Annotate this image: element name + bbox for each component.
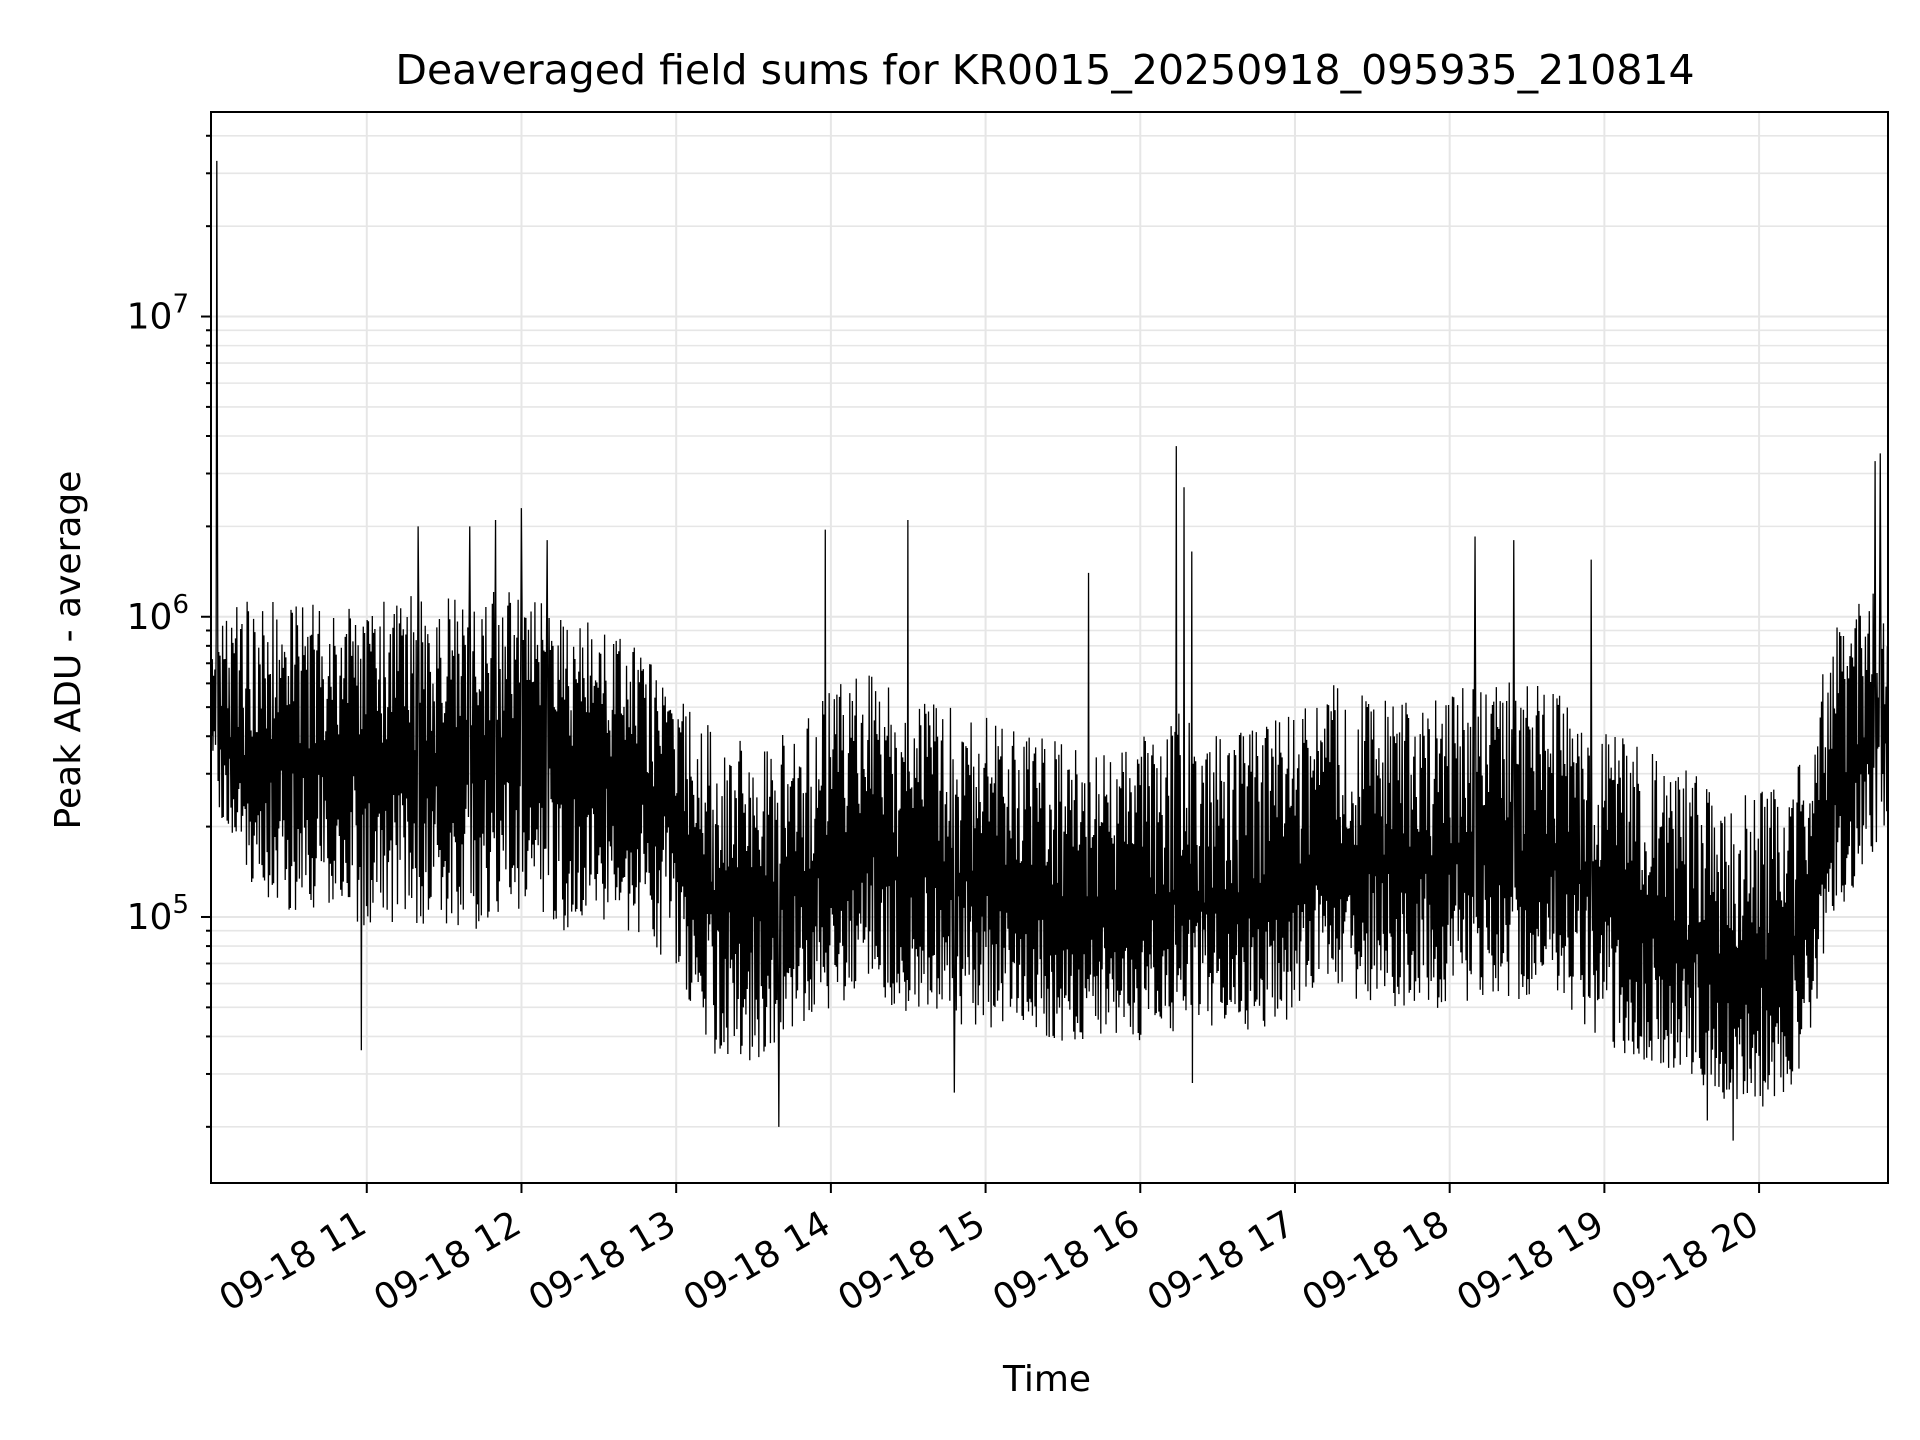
- x-tick-label: 09-18 20: [1605, 1203, 1766, 1319]
- y-axis-label: Peak ADU - average: [48, 471, 89, 830]
- x-tick-label: 09-18 19: [1450, 1203, 1611, 1319]
- y-tick-label: 107: [127, 290, 189, 338]
- y-tick-mantissa: 10: [127, 897, 173, 938]
- y-tick-exponent: 7: [172, 290, 189, 320]
- x-tick-label: 09-18 17: [1141, 1203, 1302, 1319]
- y-tick-mantissa: 10: [127, 297, 173, 338]
- chart-title: Deaveraged field sums for KR0015_2025091…: [395, 46, 1694, 94]
- x-tick-label: 09-18 12: [367, 1203, 528, 1319]
- y-tick-exponent: 5: [172, 890, 189, 920]
- x-tick-label: 09-18 15: [831, 1203, 992, 1319]
- y-tick-mantissa: 10: [127, 597, 173, 638]
- x-tick-label: 09-18 18: [1296, 1203, 1457, 1319]
- x-axis-label: Time: [1002, 1359, 1091, 1400]
- x-tick-label: 09-18 13: [522, 1203, 683, 1319]
- series-line: [210, 160, 1889, 1141]
- y-tick-label: 105: [127, 890, 189, 938]
- x-tick-label: 09-18 11: [213, 1203, 374, 1319]
- x-tick-label: 09-18 14: [677, 1203, 838, 1319]
- series-path: [210, 160, 1889, 1141]
- y-tick-label: 106: [127, 590, 189, 638]
- plot-frame: [210, 111, 1889, 1184]
- y-tick-exponent: 6: [172, 590, 189, 620]
- x-tick-label: 09-18 16: [986, 1203, 1147, 1319]
